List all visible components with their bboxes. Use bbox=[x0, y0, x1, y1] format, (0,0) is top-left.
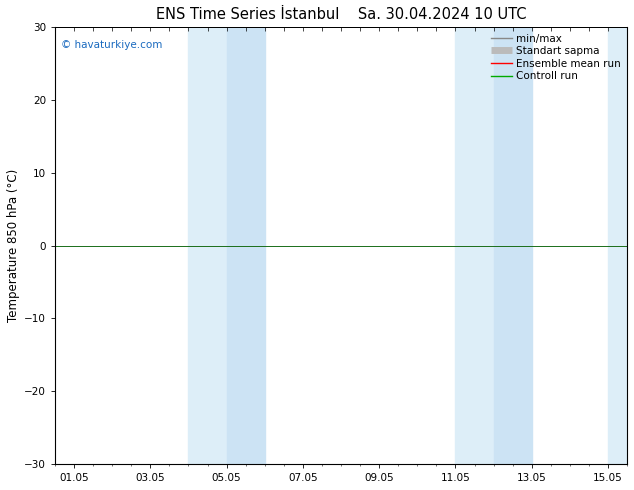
Y-axis label: Temperature 850 hPa (°C): Temperature 850 hPa (°C) bbox=[7, 169, 20, 322]
Text: © havaturkiye.com: © havaturkiye.com bbox=[61, 40, 162, 50]
Title: ENS Time Series İstanbul    Sa. 30.04.2024 10 UTC: ENS Time Series İstanbul Sa. 30.04.2024 … bbox=[156, 7, 526, 22]
Bar bbox=[455, 27, 494, 464]
Bar bbox=[188, 27, 226, 464]
Bar bbox=[494, 27, 532, 464]
Legend: min/max, Standart sapma, Ensemble mean run, Controll run: min/max, Standart sapma, Ensemble mean r… bbox=[487, 29, 625, 86]
Bar bbox=[226, 27, 265, 464]
Bar bbox=[608, 27, 627, 464]
